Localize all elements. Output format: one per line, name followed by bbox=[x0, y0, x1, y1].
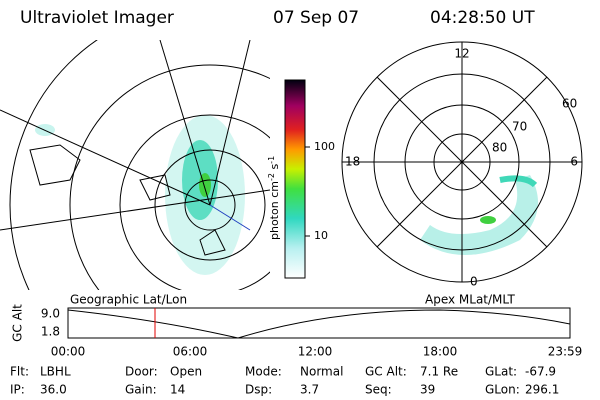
info-label: Gain: bbox=[125, 383, 157, 397]
info-label: Door: bbox=[125, 365, 158, 379]
panel-label: Geographic Lat/Lon bbox=[70, 293, 187, 307]
unit: photon cm bbox=[268, 181, 281, 240]
info-value: 3.7 bbox=[300, 383, 319, 397]
info-label: IP: bbox=[10, 383, 25, 397]
lat-label: 80 bbox=[492, 141, 507, 155]
y-label: 1.8 bbox=[41, 325, 60, 339]
info-label: Dsp: bbox=[245, 383, 272, 397]
info-value: 14 bbox=[170, 383, 185, 397]
info-value: LBHL bbox=[40, 365, 71, 379]
lat-label: 60 bbox=[562, 97, 577, 111]
title: Ultraviolet Imager bbox=[20, 8, 174, 28]
x-label: 00:00 bbox=[51, 345, 86, 359]
colorbar-tick-label: 100 bbox=[314, 140, 335, 153]
info-value: -67.9 bbox=[525, 365, 556, 379]
info-label: Mode: bbox=[245, 365, 282, 379]
x-label: 23:59 bbox=[548, 345, 583, 359]
info-label: Flt: bbox=[10, 365, 29, 379]
exponent: -2 bbox=[267, 173, 276, 181]
info-value: 36.0 bbox=[40, 383, 67, 397]
y-label: 9.0 bbox=[41, 307, 60, 321]
info-label: Seq: bbox=[365, 383, 392, 397]
timeline-box bbox=[67, 307, 571, 339]
info-label: GLon: bbox=[485, 383, 520, 397]
timeline-axis-label: GC Alt bbox=[11, 304, 25, 342]
info-label: GLat: bbox=[485, 365, 517, 379]
polar-plot bbox=[341, 41, 583, 283]
hour-label: 6 bbox=[570, 155, 578, 169]
hour-label: 12 bbox=[454, 47, 469, 61]
exponent: -1 bbox=[267, 156, 276, 164]
date: 07 Sep 07 bbox=[273, 8, 359, 28]
x-label: 12:00 bbox=[298, 345, 333, 359]
info-value: Open bbox=[170, 365, 202, 379]
info-value: 296.1 bbox=[525, 383, 559, 397]
colorbar bbox=[284, 79, 306, 279]
unit: s bbox=[268, 164, 281, 173]
info-value: Normal bbox=[300, 365, 343, 379]
info-value: 7.1 Re bbox=[420, 365, 458, 379]
altitude-curve bbox=[67, 309, 571, 339]
hour-label: 0 bbox=[470, 275, 478, 289]
colorbar-tick-label: 10 bbox=[314, 229, 328, 242]
geographic-image bbox=[0, 40, 270, 290]
info-label: GC Alt: bbox=[365, 365, 407, 379]
x-label: 06:00 bbox=[173, 345, 208, 359]
colorbar-label: photon cm-2 s-1 bbox=[267, 156, 282, 240]
time: 04:28:50 UT bbox=[430, 8, 535, 28]
hour-label: 18 bbox=[345, 155, 360, 169]
lat-label: 70 bbox=[512, 120, 527, 134]
info-value: 39 bbox=[420, 383, 435, 397]
panel-label: Apex MLat/MLT bbox=[425, 293, 515, 307]
x-label: 18:00 bbox=[423, 345, 458, 359]
